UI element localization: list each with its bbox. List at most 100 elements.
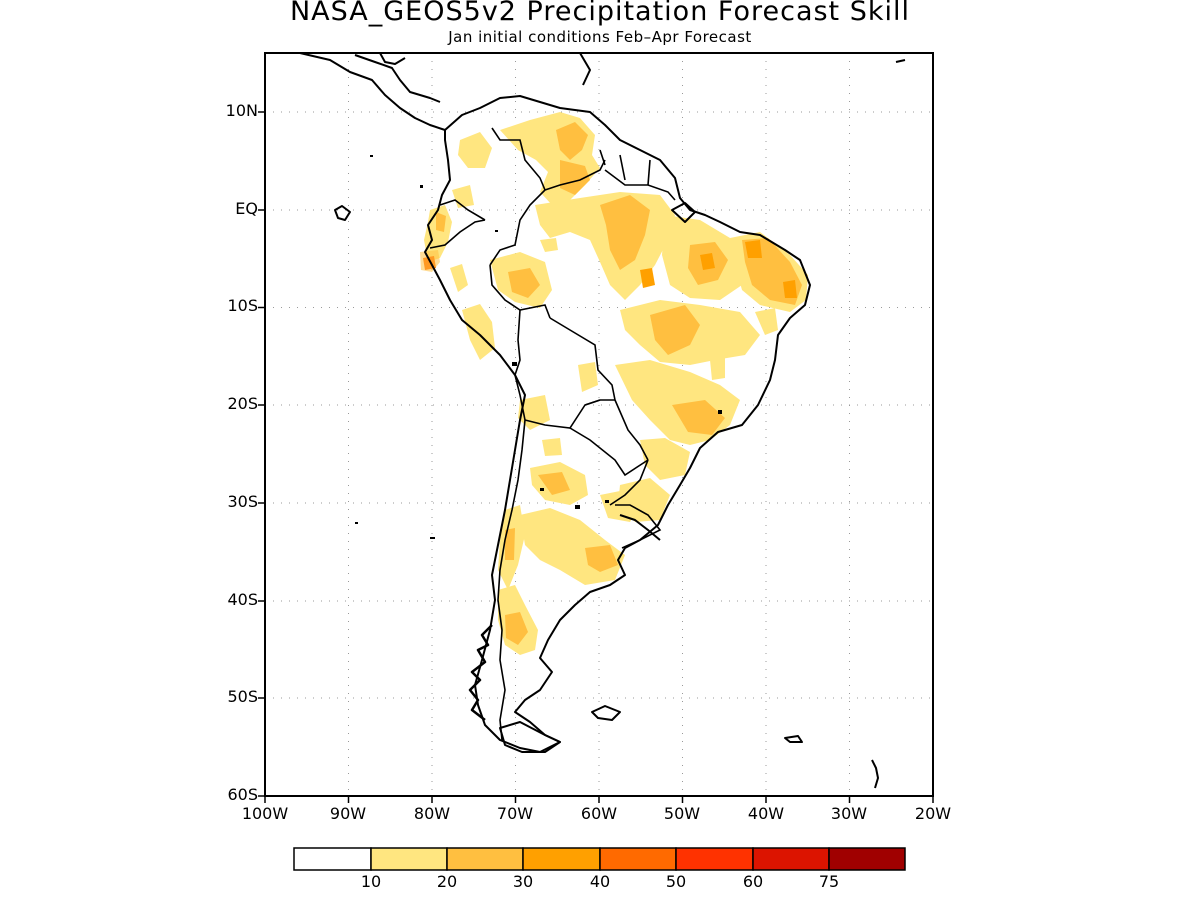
colorbar-label-30: 30: [512, 872, 534, 891]
skill-area-northeast-brazil-hot1: [745, 240, 762, 258]
islet-8: [420, 185, 423, 188]
skill-area-patagonia-core: [505, 612, 528, 645]
atlantic-islet: [895, 59, 906, 63]
border-ecuador-peru: [429, 219, 486, 249]
colorbar-box-2: [446, 847, 524, 871]
border-colombia-venezuela: [491, 127, 546, 191]
coastlines: [299, 53, 906, 789]
falkland-islands: [591, 705, 621, 721]
south-georgia: [784, 735, 803, 743]
islet-7: [605, 500, 609, 503]
plot-frame: [264, 52, 934, 797]
skill-area-peru-south: [462, 304, 495, 360]
border-peru-brazil: [489, 264, 551, 319]
south-america-coast: [424, 95, 811, 753]
colorbar-box-5: [675, 847, 754, 871]
islet-6: [540, 488, 544, 491]
colorbar-box-4: [599, 847, 677, 871]
skill-area-argentina-east: [600, 490, 640, 522]
tierra-del-fuego: [499, 721, 561, 753]
lon-label-20w: 20W: [914, 804, 952, 823]
colorbar-box-6: [752, 847, 830, 871]
lon-label-50w: 50W: [663, 804, 701, 823]
colorbar-box-1: [370, 847, 448, 871]
small-features: [355, 155, 722, 539]
border-argentina-brazil: [609, 459, 649, 506]
skill-area-brazil-tiny-2: [710, 358, 725, 380]
skill-area-north-argentina-core: [538, 472, 570, 495]
galapagos: [334, 205, 351, 221]
skill-area-argentina-small: [542, 438, 562, 456]
lat-label-10n: 10N: [225, 101, 258, 120]
lake-titicaca: [512, 362, 517, 366]
axis-ticks: [258, 111, 934, 803]
islet-4: [575, 505, 580, 509]
lat-label-50s: 50S: [227, 687, 258, 706]
skill-area-central-brazil-core: [650, 305, 700, 355]
skill-area-bolivia: [518, 395, 550, 430]
skill-area-central-amazon-core: [600, 195, 650, 270]
colorbar-label-60: 60: [742, 872, 764, 891]
colorbar-label-50: 50: [665, 872, 687, 891]
lat-label-20s: 20S: [227, 394, 258, 413]
border-paraguay-argentina: [569, 427, 649, 477]
florida-tip: [579, 53, 591, 86]
map-subtitle: Jan initial conditions Feb–Apr Forecast: [448, 28, 752, 46]
islet-3: [430, 537, 435, 539]
yucatan: [379, 53, 406, 65]
lon-label-70w: 70W: [496, 804, 534, 823]
central-america-coast-north: [354, 54, 441, 103]
border-colombia-brazil: [489, 189, 546, 266]
border-venezuela-guyana: [599, 149, 606, 166]
border-paraguay-brazil: [614, 399, 649, 461]
lon-label-40w: 40W: [747, 804, 785, 823]
border-colombia-ecuador: [439, 199, 486, 221]
colorbar-label-10: 10: [360, 872, 382, 891]
skill-area-west-amazon-core: [508, 268, 540, 298]
colorbar-box-3: [522, 847, 601, 871]
lat-label-10s: 10S: [227, 296, 258, 315]
skill-area-colombia-2: [452, 185, 474, 208]
border-bolivia-paraguay: [584, 399, 615, 406]
skill-area-central-argentina-core: [585, 545, 618, 572]
skill-area-east-amazon-center: [700, 253, 715, 270]
skill-area-northeast-south: [755, 308, 778, 335]
lon-label-80w: 80W: [413, 804, 451, 823]
lat-label-60s: 60S: [227, 785, 258, 804]
colorbar-label-20: 20: [436, 872, 458, 891]
skill-area-colombia: [458, 132, 492, 168]
lon-label-30w: 30W: [830, 804, 868, 823]
skill-area-amazon-small: [540, 238, 558, 252]
islet-2: [355, 522, 358, 524]
skill-area-venezuela: [500, 112, 600, 205]
colorbar-box-0: [293, 847, 372, 871]
skill-area-central-chile-core: [505, 528, 515, 560]
uruguay-lagoon: [619, 514, 661, 541]
border-guianas-brazil: [604, 169, 676, 201]
colorbar-label-75: 75: [818, 872, 840, 891]
border-bolivia-chile: [514, 374, 526, 421]
skill-area-northeast-brazil-hot2: [783, 280, 797, 298]
skill-shading: [420, 112, 808, 655]
border-suriname-guiana: [647, 159, 651, 186]
border-peru-bolivia: [514, 309, 521, 376]
colorbar: [293, 847, 906, 871]
lon-label-90w: 90W: [329, 804, 367, 823]
lat-label-40s: 40S: [227, 590, 258, 609]
border-bolivia-brazil: [549, 317, 616, 401]
skill-area-south-brazil: [640, 438, 690, 480]
skill-area-ecuador-core: [436, 212, 446, 232]
lon-label-60w: 60W: [580, 804, 618, 823]
islet-5: [718, 410, 722, 414]
border-venezuela-brazil: [544, 159, 606, 191]
map-title: NASA_GEOS5v2 Precipitation Forecast Skil…: [289, 0, 911, 27]
skill-area-peru-mid: [450, 264, 468, 292]
colorbar-box-7: [828, 847, 906, 871]
gridlines: [265, 53, 933, 796]
skill-area-guiana: [560, 160, 590, 195]
amazon-mouth: [671, 202, 696, 223]
islet-1: [370, 155, 373, 157]
country-borders: [429, 127, 676, 741]
sandwich-islands: [871, 759, 879, 789]
islet-9: [495, 230, 498, 232]
